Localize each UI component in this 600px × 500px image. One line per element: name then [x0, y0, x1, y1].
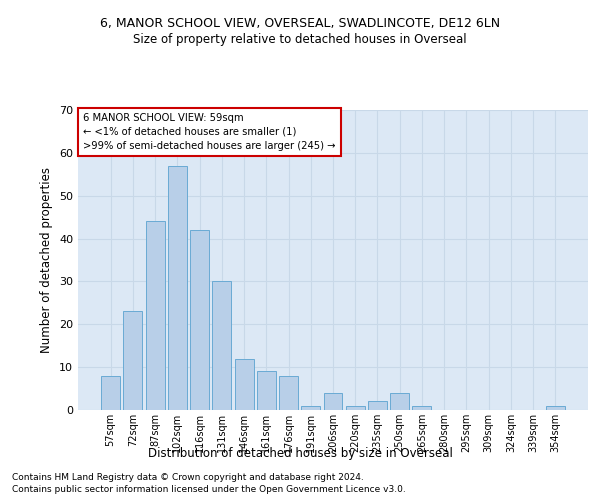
Text: Size of property relative to detached houses in Overseal: Size of property relative to detached ho…: [133, 32, 467, 46]
Text: Contains public sector information licensed under the Open Government Licence v3: Contains public sector information licen…: [12, 485, 406, 494]
Bar: [168, 166, 187, 410]
Bar: [212, 282, 231, 410]
Text: 6, MANOR SCHOOL VIEW, OVERSEAL, SWADLINCOTE, DE12 6LN: 6, MANOR SCHOOL VIEW, OVERSEAL, SWADLINC…: [100, 18, 500, 30]
Text: Contains HM Land Registry data © Crown copyright and database right 2024.: Contains HM Land Registry data © Crown c…: [12, 472, 364, 482]
Bar: [279, 376, 298, 410]
Bar: [101, 376, 120, 410]
Y-axis label: Number of detached properties: Number of detached properties: [40, 167, 53, 353]
Bar: [412, 406, 431, 410]
Bar: [346, 406, 365, 410]
Text: Distribution of detached houses by size in Overseal: Distribution of detached houses by size …: [148, 448, 452, 460]
Bar: [146, 222, 164, 410]
Bar: [190, 230, 209, 410]
Text: 6 MANOR SCHOOL VIEW: 59sqm
← <1% of detached houses are smaller (1)
>99% of semi: 6 MANOR SCHOOL VIEW: 59sqm ← <1% of deta…: [83, 113, 335, 151]
Bar: [390, 393, 409, 410]
Bar: [301, 406, 320, 410]
Bar: [323, 393, 343, 410]
Bar: [235, 358, 254, 410]
Bar: [257, 372, 276, 410]
Bar: [124, 312, 142, 410]
Bar: [546, 406, 565, 410]
Bar: [368, 402, 387, 410]
